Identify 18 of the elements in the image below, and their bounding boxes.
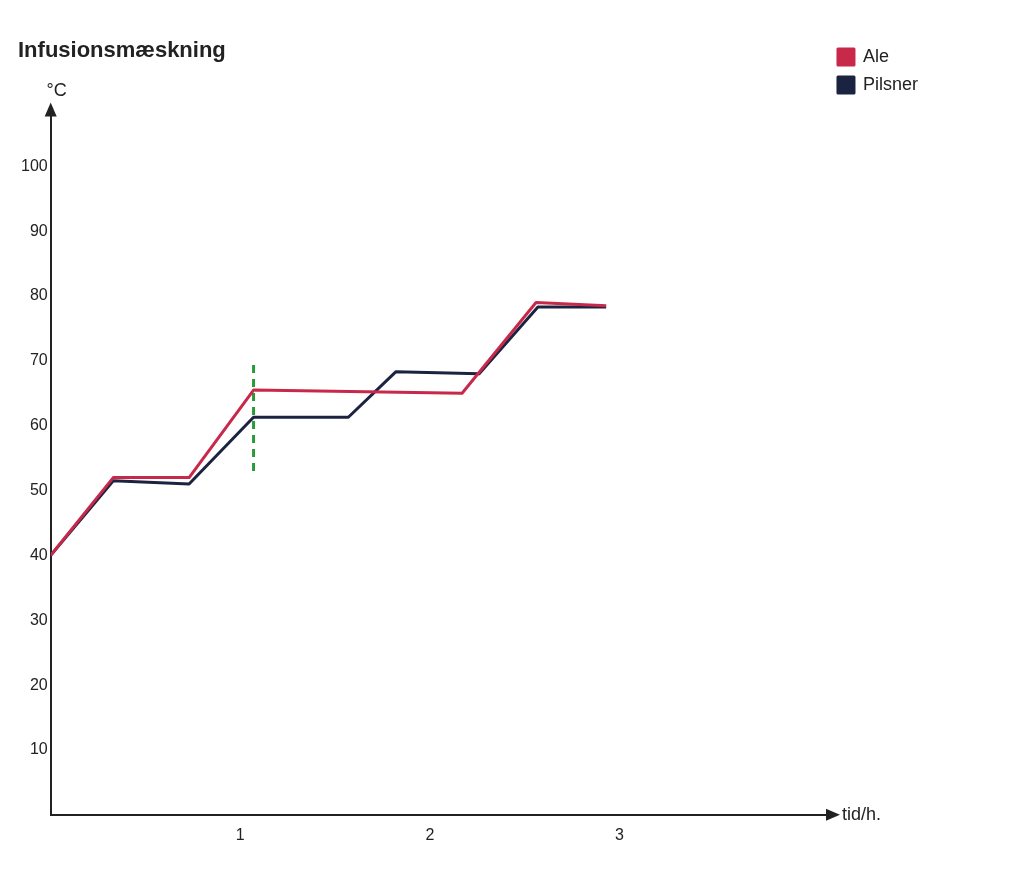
x-tick-label: 2: [425, 825, 435, 843]
y-tick-label: 50: [29, 480, 48, 498]
y-tick-label: 10: [29, 740, 48, 758]
y-tick-label: 60: [29, 416, 48, 434]
y-tick-label: 90: [29, 221, 48, 239]
y-tick-label: 80: [29, 286, 48, 304]
legend-label: Pilsner: [862, 73, 919, 94]
y-tick-label: 70: [29, 351, 48, 369]
x-tick-label: 3: [614, 825, 624, 843]
chart-title: Infusionsmæskning: [18, 37, 226, 63]
y-tick-label: 20: [29, 675, 48, 693]
y-tick-label: 100: [20, 156, 48, 174]
y-tick-label: 40: [29, 545, 48, 563]
y-tick-label: 30: [29, 610, 48, 628]
x-axis-title: tid/h.: [841, 803, 882, 824]
y-axis-title: °C: [46, 80, 67, 101]
x-tick-label: 1: [235, 825, 245, 843]
legend-label: Ale: [862, 45, 889, 66]
